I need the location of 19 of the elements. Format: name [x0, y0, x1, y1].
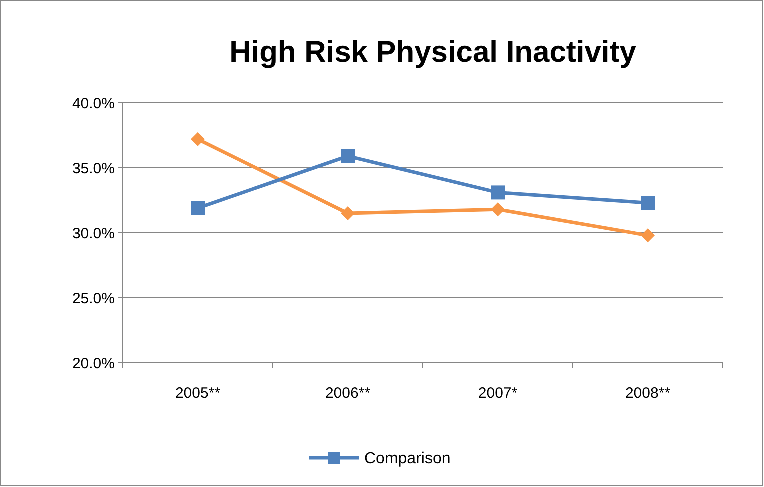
point	[191, 201, 205, 216]
point	[491, 186, 505, 200]
chart-title: High Risk Physical Inactivity	[230, 36, 637, 69]
point	[341, 206, 355, 220]
x-tick-label: 2008**	[625, 385, 671, 402]
y-tick-label: 25.0%	[72, 290, 115, 308]
y-tick-label: 30.0%	[72, 225, 115, 242]
y-tick-label: 40.0%	[72, 95, 115, 112]
x-tick-label: 2006**	[325, 385, 371, 402]
y-tick-label: 35.0%	[72, 160, 115, 178]
point	[491, 202, 505, 217]
legend-label: Comparison	[364, 450, 451, 468]
point	[191, 132, 205, 146]
point	[641, 196, 655, 210]
x-tick-label: 2007*	[478, 385, 518, 402]
x-tick-label: 2005**	[175, 385, 221, 402]
point	[341, 149, 355, 164]
point	[641, 228, 655, 243]
y-tick-label: 20.0%	[72, 355, 115, 372]
